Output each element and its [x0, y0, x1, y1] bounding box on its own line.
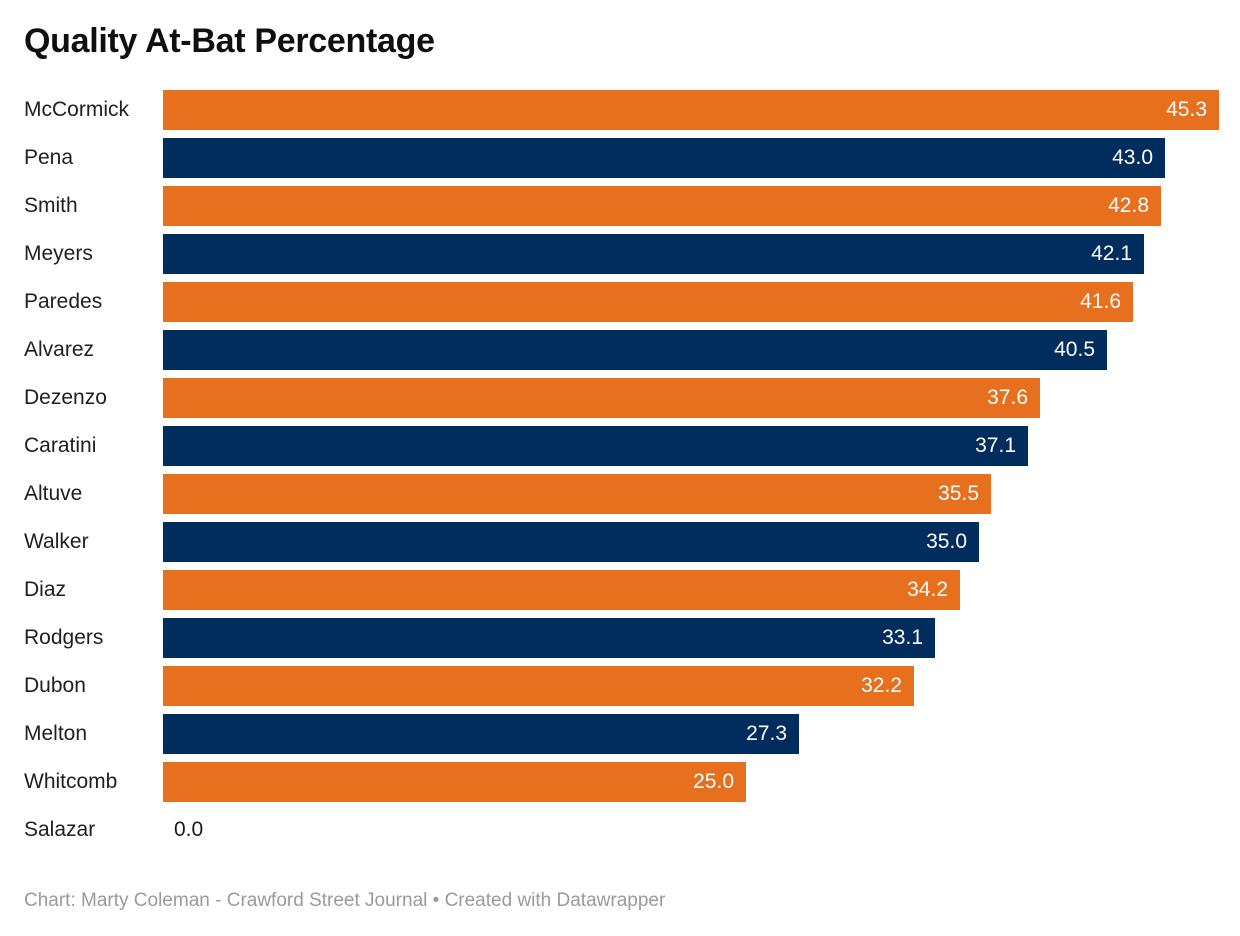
chart-title: Quality At-Bat Percentage [24, 22, 435, 60]
bar-track: 32.2 [163, 662, 1219, 710]
category-label: Dezenzo [24, 386, 107, 409]
bar [163, 570, 960, 610]
bar [163, 138, 1165, 178]
value-label: 25.0 [693, 770, 734, 793]
bar [163, 330, 1107, 370]
bar-track: 43.0 [163, 134, 1219, 182]
bar-track: 42.1 [163, 230, 1219, 278]
bar-row: Walker 35.0 [24, 518, 1219, 566]
bar [163, 474, 991, 514]
category-label: Meyers [24, 242, 93, 265]
value-label: 0.0 [174, 818, 204, 841]
bar-track: 0.0 [163, 806, 1219, 854]
value-label: 27.3 [746, 722, 787, 745]
value-label: 37.1 [975, 434, 1016, 457]
bar-track: 41.6 [163, 278, 1219, 326]
bar-row: McCormick 45.3 [24, 86, 1219, 134]
bar-track: 25.0 [163, 758, 1219, 806]
value-label: 42.1 [1091, 242, 1132, 265]
bar [163, 282, 1133, 322]
category-label: Smith [24, 194, 78, 217]
value-label: 43.0 [1112, 146, 1153, 169]
bar-track: 33.1 [163, 614, 1219, 662]
bar-track: 42.8 [163, 182, 1219, 230]
category-label: Pena [24, 146, 74, 169]
bar-row: Caratini 37.1 [24, 422, 1219, 470]
bar-row: Dubon 32.2 [24, 662, 1219, 710]
value-label: 32.2 [861, 674, 902, 697]
value-label: 40.5 [1054, 338, 1095, 361]
bar-row: Melton 27.3 [24, 710, 1219, 758]
bar-row: Alvarez 40.5 [24, 326, 1219, 374]
category-label: Dubon [24, 674, 86, 697]
category-label: Salazar [24, 818, 96, 841]
bar-track: 40.5 [163, 326, 1219, 374]
bar-row: Smith 42.8 [24, 182, 1219, 230]
category-label: Walker [24, 530, 89, 553]
bar-row: Altuve 35.5 [24, 470, 1219, 518]
chart-footer: Chart: Marty Coleman - Crawford Street J… [24, 890, 666, 911]
category-label: Diaz [24, 578, 67, 601]
value-label: 34.2 [907, 578, 948, 601]
value-label: 37.6 [987, 386, 1028, 409]
bar-row: Dezenzo 37.6 [24, 374, 1219, 422]
category-label: Alvarez [24, 338, 95, 361]
bar-row: Whitcomb 25.0 [24, 758, 1219, 806]
bar-track: 35.0 [163, 518, 1219, 566]
category-label: Melton [24, 722, 88, 745]
bar [163, 522, 979, 562]
bar [163, 714, 799, 754]
bar-row: Paredes 41.6 [24, 278, 1219, 326]
bar-row: Rodgers 33.1 [24, 614, 1219, 662]
bar-row: Pena 43.0 [24, 134, 1219, 182]
bar [163, 426, 1028, 466]
bar [163, 666, 914, 706]
bar-rows: McCormick 45.3 Pena 43.0 Smith 42.8 Meyers 42.1… [24, 86, 1219, 854]
category-label: Whitcomb [24, 770, 118, 793]
value-label: 35.5 [938, 482, 979, 505]
bar-track: 37.1 [163, 422, 1219, 470]
category-label: Rodgers [24, 626, 104, 649]
bar-track: 45.3 [163, 86, 1219, 134]
bar-row: Meyers 42.1 [24, 230, 1219, 278]
bar-track: 35.5 [163, 470, 1219, 518]
bar-track: 37.6 [163, 374, 1219, 422]
bar [163, 186, 1161, 226]
bar [163, 234, 1144, 274]
category-label: Caratini [24, 434, 97, 457]
bar-row: Diaz 34.2 [24, 566, 1219, 614]
category-label: Paredes [24, 290, 103, 313]
bar-track: 34.2 [163, 566, 1219, 614]
bar [163, 378, 1040, 418]
category-label: McCormick [24, 98, 129, 121]
bar-track: 27.3 [163, 710, 1219, 758]
category-label: Altuve [24, 482, 83, 505]
value-label: 35.0 [926, 530, 967, 553]
value-label: 45.3 [1166, 98, 1207, 121]
value-label: 33.1 [882, 626, 923, 649]
bar [163, 618, 935, 658]
bar-row: Salazar 0.0 [24, 806, 1219, 854]
value-label: 42.8 [1108, 194, 1149, 217]
bar [163, 90, 1219, 130]
value-label: 41.6 [1080, 290, 1121, 313]
bar [163, 762, 746, 802]
